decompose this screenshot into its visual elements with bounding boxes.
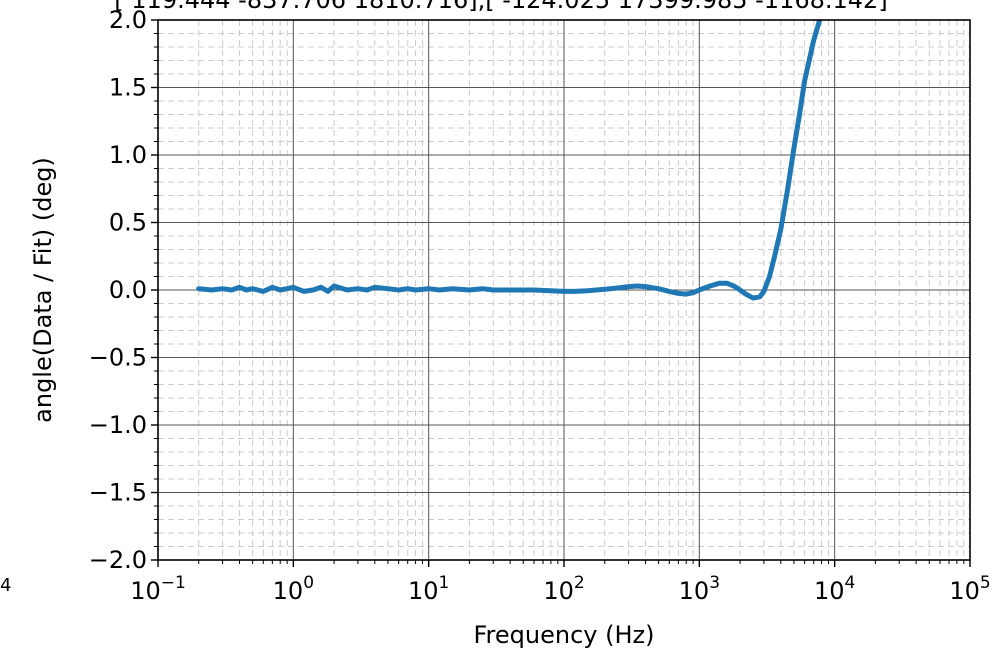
x-tick-label: 105 <box>949 573 990 605</box>
x-tick-label: 100 <box>273 573 314 605</box>
y-tick-label: −2.0 <box>89 546 147 574</box>
x-tick-label: 104 <box>814 573 855 605</box>
series-layer <box>196 20 823 301</box>
y-axis-label: angle(Data / Fit) (deg) <box>29 157 57 423</box>
y-tick-label: −1.0 <box>89 411 147 439</box>
y-tick-label: −0.5 <box>89 344 147 372</box>
y-tick-label: 1.5 <box>109 74 147 102</box>
y-tick-labels: 2.0 1.5 1.0 0.5 0.0 −0.5 −1.0 −1.5 −2.0 <box>89 6 147 574</box>
chart-title: [ 119.444 -837.706 1810.716],[ -124.025 … <box>114 0 887 14</box>
y-tick-label: 0.0 <box>109 276 147 304</box>
x-tick-label: 103 <box>679 573 720 605</box>
x-axis-label: Frequency (Hz) <box>474 621 655 649</box>
x-tick-label: 10−1 <box>130 573 186 605</box>
offset-text: 4 <box>0 575 11 596</box>
y-tick-label: 1.0 <box>109 141 147 169</box>
y-tick-label: 2.0 <box>109 6 147 34</box>
x-tick-labels: 10−1 100 101 102 103 104 105 <box>130 573 990 605</box>
axis-ticks <box>151 19 971 567</box>
y-tick-label: 0.5 <box>109 209 147 237</box>
x-tick-label: 102 <box>543 573 584 605</box>
y-tick-label: −1.5 <box>89 479 147 507</box>
series-line <box>196 20 823 301</box>
x-tick-label: 101 <box>408 573 449 605</box>
